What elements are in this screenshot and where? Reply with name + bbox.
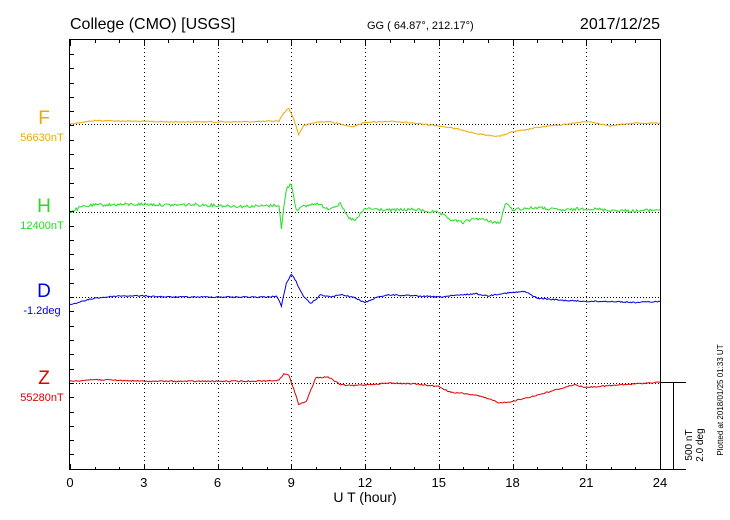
- component-label-f: F: [38, 108, 50, 129]
- x-tick-label: 6: [214, 475, 221, 490]
- baseline-value-d: -1.2deg: [23, 305, 60, 317]
- x-tick-label: 12: [358, 475, 372, 490]
- x-tick-label: 21: [579, 475, 593, 490]
- coordinates-label: GG ( 64.87°, 212.17°): [367, 20, 474, 32]
- series-line-f: [69, 107, 660, 138]
- scale-nt-label: 500 nT: [684, 429, 695, 460]
- x-tick-label: 0: [66, 475, 73, 490]
- component-labels: F 56630nT H 12400nT D -1.2deg Z 55280nT: [20, 108, 64, 404]
- component-label-d: D: [37, 281, 51, 302]
- x-tick-label: 9: [288, 475, 295, 490]
- x-tick-label: 24: [653, 475, 667, 490]
- x-axis-label: U T (hour): [333, 489, 396, 505]
- data-series: [69, 107, 661, 405]
- scale-deg-label: 2.0 deg: [695, 428, 706, 461]
- series-line-d: [69, 273, 661, 309]
- baseline-value-h: 12400nT: [20, 220, 64, 232]
- grid-lines: [144, 40, 587, 470]
- station-title: College (CMO) [USGS]: [70, 16, 235, 33]
- baseline-value-z: 55280nT: [20, 392, 64, 404]
- plotted-at-label: Plotted at 2018/01/25 01:33 UT: [716, 344, 725, 455]
- component-label-z: Z: [38, 368, 50, 389]
- scale-bar: 500 nT 2.0 deg: [661, 382, 706, 470]
- series-line-h: [69, 183, 661, 229]
- series-line-z: [69, 373, 660, 405]
- x-ticks: 0 3 6 9 12 15 18 21 24: [66, 40, 667, 490]
- baseline-lines: [70, 124, 660, 384]
- baseline-value-f: 56630nT: [20, 132, 64, 144]
- component-label-h: H: [37, 196, 51, 217]
- x-tick-label: 3: [140, 475, 147, 490]
- date-label: 2017/12/25: [580, 16, 660, 33]
- x-tick-label: 15: [432, 475, 446, 490]
- x-tick-label: 18: [505, 475, 519, 490]
